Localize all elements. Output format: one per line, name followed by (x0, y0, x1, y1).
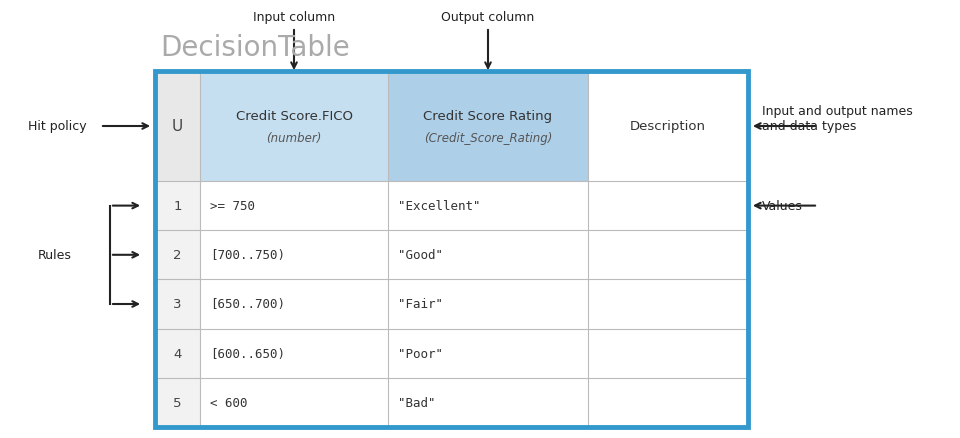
Text: 4: 4 (174, 347, 181, 360)
Bar (155, 378, 200, 427)
Bar (588, 72, 748, 182)
Bar (155, 72, 200, 182)
Text: "Poor": "Poor" (398, 347, 443, 360)
Bar (155, 182, 200, 231)
Text: Description: Description (630, 120, 706, 133)
Text: [650..700): [650..700) (210, 298, 285, 311)
Text: 2: 2 (173, 249, 181, 261)
Text: "Bad": "Bad" (398, 396, 436, 409)
Text: Output column: Output column (442, 11, 535, 25)
Text: [600..650): [600..650) (210, 347, 285, 360)
Text: (Credit_Score_Rating): (Credit_Score_Rating) (423, 132, 552, 145)
Text: >= 750: >= 750 (210, 200, 255, 212)
Bar (388, 72, 588, 182)
Text: "Excellent": "Excellent" (398, 200, 481, 212)
Text: Values: Values (762, 200, 803, 212)
Bar (200, 72, 388, 182)
Text: 3: 3 (173, 298, 181, 311)
Text: 5: 5 (173, 396, 181, 409)
Text: DecisionTable: DecisionTable (160, 34, 349, 62)
Text: Input column: Input column (252, 11, 335, 25)
Bar (155, 280, 200, 329)
Text: Credit Score.FICO: Credit Score.FICO (235, 110, 352, 123)
Bar (155, 72, 748, 427)
Text: "Fair": "Fair" (398, 298, 443, 311)
Text: Credit Score Rating: Credit Score Rating (423, 110, 553, 123)
Text: (number): (number) (266, 132, 322, 145)
Text: < 600: < 600 (210, 396, 248, 409)
Text: Rules: Rules (38, 249, 72, 261)
Text: U: U (172, 119, 183, 134)
Text: Input and output names
and data types: Input and output names and data types (762, 105, 913, 133)
Text: "Good": "Good" (398, 249, 443, 261)
Text: 1: 1 (173, 200, 181, 212)
Text: Hit policy: Hit policy (28, 120, 86, 133)
Text: [700..750): [700..750) (210, 249, 285, 261)
Bar (155, 231, 200, 280)
Bar (155, 329, 200, 378)
